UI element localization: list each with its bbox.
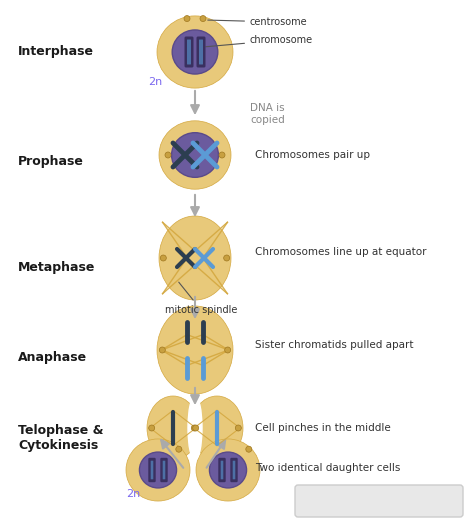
Ellipse shape — [172, 30, 218, 74]
Circle shape — [184, 16, 190, 21]
Ellipse shape — [188, 396, 202, 460]
Text: centrosome: centrosome — [208, 17, 308, 27]
Text: chromosome: chromosome — [206, 35, 313, 47]
Ellipse shape — [139, 452, 176, 488]
Text: Two identical daughter cells: Two identical daughter cells — [255, 463, 401, 473]
FancyBboxPatch shape — [233, 461, 235, 479]
Circle shape — [149, 425, 155, 431]
Text: DNA is
copied: DNA is copied — [250, 103, 285, 125]
FancyBboxPatch shape — [163, 461, 165, 479]
Ellipse shape — [210, 452, 246, 488]
Circle shape — [159, 347, 165, 353]
Circle shape — [200, 16, 206, 21]
Ellipse shape — [147, 396, 199, 460]
FancyBboxPatch shape — [184, 36, 193, 68]
Text: 2n: 2n — [126, 489, 140, 499]
FancyBboxPatch shape — [221, 461, 223, 479]
Circle shape — [176, 446, 182, 452]
FancyBboxPatch shape — [148, 458, 155, 482]
Text: Prophase: Prophase — [18, 155, 84, 168]
Text: mitotic spindle: mitotic spindle — [165, 282, 237, 315]
Ellipse shape — [126, 439, 190, 501]
Ellipse shape — [159, 121, 231, 189]
Ellipse shape — [159, 216, 231, 300]
Circle shape — [225, 347, 231, 353]
Text: Chromosomes line up at equator: Chromosomes line up at equator — [255, 247, 427, 257]
Text: 2n – diploid: 2n – diploid — [310, 494, 378, 507]
Circle shape — [191, 425, 197, 431]
FancyBboxPatch shape — [197, 36, 206, 68]
Ellipse shape — [196, 439, 260, 501]
Ellipse shape — [172, 133, 219, 177]
Circle shape — [160, 255, 166, 261]
Text: Sister chromatids pulled apart: Sister chromatids pulled apart — [255, 340, 413, 350]
Text: Telophase &
Cytokinesis: Telophase & Cytokinesis — [18, 424, 103, 452]
Text: Cell pinches in the middle: Cell pinches in the middle — [255, 423, 391, 433]
FancyBboxPatch shape — [151, 461, 153, 479]
FancyBboxPatch shape — [219, 458, 226, 482]
Circle shape — [192, 425, 199, 431]
Circle shape — [165, 152, 171, 158]
FancyBboxPatch shape — [295, 485, 463, 517]
Text: 2n: 2n — [148, 77, 162, 87]
FancyBboxPatch shape — [160, 458, 168, 482]
Ellipse shape — [191, 396, 243, 460]
FancyBboxPatch shape — [187, 40, 191, 65]
Circle shape — [235, 425, 241, 431]
Text: Anaphase: Anaphase — [18, 352, 87, 365]
FancyBboxPatch shape — [230, 458, 237, 482]
Text: Chromosomes pair up: Chromosomes pair up — [255, 150, 370, 160]
Ellipse shape — [157, 16, 233, 88]
Ellipse shape — [157, 306, 233, 394]
Circle shape — [219, 152, 225, 158]
Text: Metaphase: Metaphase — [18, 262, 95, 275]
Circle shape — [224, 255, 230, 261]
Circle shape — [246, 446, 252, 452]
Text: Interphase: Interphase — [18, 45, 94, 58]
FancyBboxPatch shape — [199, 40, 203, 65]
